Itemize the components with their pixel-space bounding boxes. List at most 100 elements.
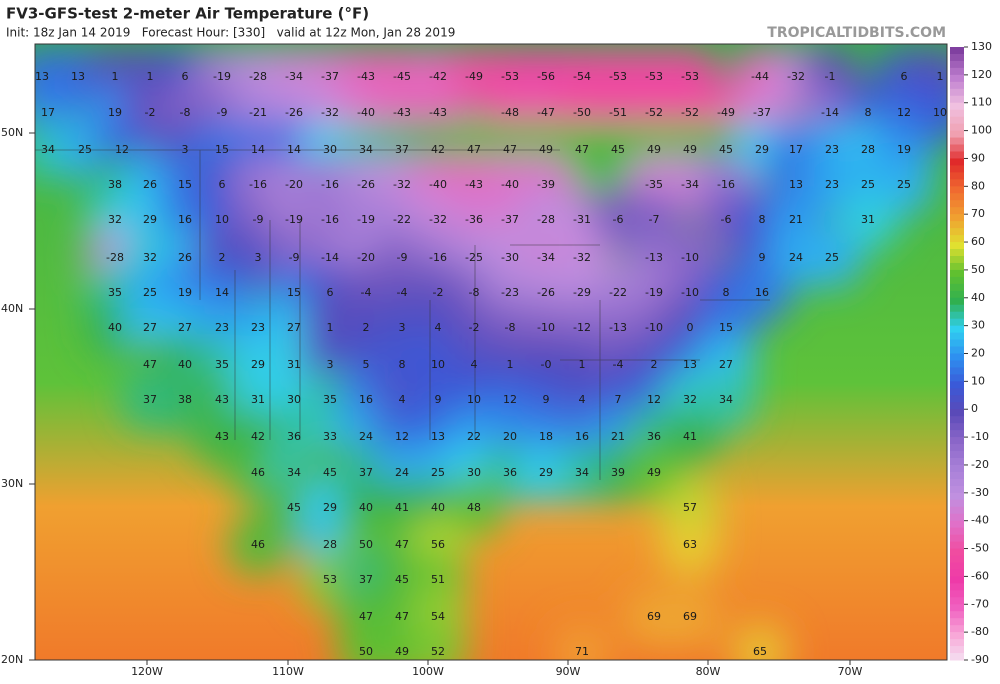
temperature-label: 45: [611, 143, 625, 156]
colorbar-label: 80: [971, 179, 985, 192]
temperature-label: 31: [861, 213, 875, 226]
temperature-label: 27: [143, 321, 157, 334]
temperature-label: -9: [289, 251, 300, 264]
temperature-label: 38: [108, 178, 122, 191]
colorbar-label: 110: [971, 96, 992, 109]
colorbar-swatch: [950, 81, 964, 90]
temperature-label: 47: [467, 143, 481, 156]
temperature-label: -43: [357, 70, 375, 83]
colorbar-swatch: [950, 95, 964, 104]
temperature-label: 13: [35, 70, 49, 83]
temperature-label: 4: [471, 358, 478, 371]
temperature-label: -8: [469, 286, 480, 299]
colorbar-swatch: [950, 109, 964, 118]
temperature-label: 37: [395, 143, 409, 156]
colorbar-swatch: [950, 639, 964, 647]
colorbar-swatch: [950, 214, 964, 222]
colorbar-swatch: [950, 88, 964, 97]
temperature-label: 10: [431, 358, 445, 371]
temperature-label: 6: [219, 178, 226, 191]
temperature-label: 24: [789, 251, 803, 264]
temperature-label: 47: [143, 358, 157, 371]
colorbar-swatch: [950, 262, 964, 271]
temperature-label: -48: [501, 106, 519, 119]
temperature-label: -43: [393, 106, 411, 119]
temperature-label: 10: [215, 213, 229, 226]
temperature-label: 23: [825, 178, 839, 191]
temperature-label: 7: [615, 393, 622, 406]
colorbar-swatch: [950, 332, 964, 341]
temperature-cell: [408, 622, 468, 660]
source: TROPICALTIDBITS.COM: [767, 25, 946, 41]
temperature-label: 47: [395, 610, 409, 623]
temperature-label: -34: [681, 178, 699, 191]
temperature-label: 48: [467, 501, 481, 514]
colorbar-swatch: [950, 485, 964, 494]
temperature-label: -51: [609, 106, 627, 119]
temperature-label: 29: [143, 213, 157, 226]
temperature-label: 9: [759, 251, 766, 264]
temperature-label: 25: [861, 178, 875, 191]
temperature-label: -6: [613, 213, 624, 226]
colorbar-swatch: [950, 144, 964, 152]
temperature-label: 46: [251, 466, 265, 479]
colorbar-swatch: [950, 513, 964, 522]
temperature-label: 12: [395, 430, 409, 443]
temperature-label: 3: [255, 251, 262, 264]
colorbar-label: 120: [971, 68, 992, 81]
temperature-label: 13: [683, 358, 697, 371]
temperature-label: 8: [865, 106, 872, 119]
colorbar-label: 20: [971, 347, 985, 360]
temperature-label: -31: [573, 213, 591, 226]
temperature-cell: [802, 228, 862, 288]
temperature-label: -4: [613, 358, 624, 371]
temperature-label: 69: [683, 610, 697, 623]
colorbar-swatch: [950, 367, 964, 375]
colorbar-label: -30: [971, 486, 989, 499]
temperature-label: 69: [647, 610, 661, 623]
temperature-label: 10: [467, 393, 481, 406]
temperature-label: 10: [933, 106, 947, 119]
colorbar-label: 70: [971, 207, 985, 220]
colorbar-swatch: [950, 478, 964, 487]
temperature-label: 34: [287, 466, 301, 479]
temperature-label: -8: [505, 321, 516, 334]
colorbar-label: 0: [971, 402, 978, 415]
temperature-label: 29: [755, 143, 769, 156]
colorbar-swatch: [950, 646, 964, 654]
temperature-label: -26: [285, 106, 303, 119]
temperature-label: 1: [507, 358, 514, 371]
temperature-label: 45: [323, 466, 337, 479]
colorbar-label: 60: [971, 235, 985, 248]
temperature-label: 35: [215, 358, 229, 371]
temperature-label: 41: [395, 501, 409, 514]
temperature-label: 21: [789, 213, 803, 226]
temperature-label: 19: [108, 106, 122, 119]
temperature-label: -32: [393, 178, 411, 191]
colorbar-swatch: [950, 548, 964, 557]
temperature-label: -34: [537, 251, 555, 264]
temperature-label: 14: [287, 143, 301, 156]
temperature-label: -37: [753, 106, 771, 119]
colorbar-swatch: [950, 374, 964, 382]
colorbar-swatch: [950, 53, 964, 62]
temperature-label: -52: [645, 106, 663, 119]
temperature-label: 1: [112, 70, 119, 83]
temperature-label: 37: [143, 393, 157, 406]
temperature-label: 32: [143, 251, 157, 264]
temperature-label: -1: [825, 70, 836, 83]
temperature-label: 22: [467, 430, 481, 443]
axes: 50N 40N 30N 20N 120W 110W 100W 90W 80W 70W: [1, 126, 863, 678]
temperature-label: 9: [543, 393, 550, 406]
colorbar-label: -40: [971, 514, 989, 527]
colorbar-swatch: [950, 130, 964, 139]
colorbar-swatch: [950, 562, 964, 570]
colorbar-label: 90: [971, 151, 985, 164]
temperature-label: 16: [178, 213, 192, 226]
temperature-label: -28: [106, 251, 124, 264]
temperature-label: 54: [431, 610, 445, 623]
temperature-label: 52: [431, 645, 445, 658]
temperature-label: 30: [467, 466, 481, 479]
temperature-label: 49: [539, 143, 553, 156]
